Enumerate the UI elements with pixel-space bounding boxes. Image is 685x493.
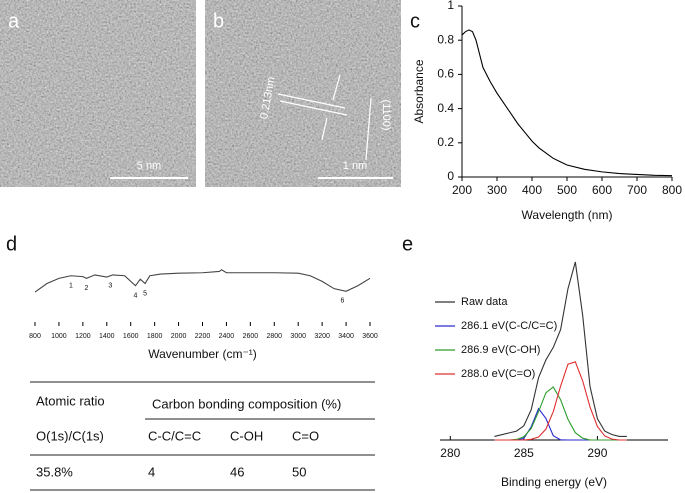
x-axis-label: Wavenumber (cm⁻¹) bbox=[148, 347, 257, 361]
x-axis-label: Wavelength (nm) bbox=[522, 208, 613, 222]
x-tick-label: 280 bbox=[440, 446, 460, 460]
x-tick-label: 290 bbox=[587, 446, 607, 460]
x-tick-label: 600 bbox=[592, 183, 612, 197]
table: Atomic ratio Carbon bonding composition … bbox=[36, 393, 341, 479]
table-cell: C-OH bbox=[230, 428, 263, 443]
plane-label: (1100) bbox=[380, 100, 392, 131]
peak-annotation: 3 bbox=[108, 283, 112, 290]
data-line bbox=[34, 269, 371, 293]
table-cell: O(1s)/C(1s) bbox=[36, 428, 104, 443]
x-axis-label: Binding energy (eV) bbox=[501, 475, 607, 489]
tem-texture bbox=[0, 0, 196, 187]
panel-label: c bbox=[410, 10, 420, 32]
x-tick-label: 800 bbox=[662, 183, 682, 197]
panel-label: d bbox=[6, 233, 17, 255]
x-tick-label: 2200 bbox=[195, 333, 211, 340]
peak-annotation: 4 bbox=[134, 292, 138, 299]
legend-label: 288.0 eV(C=O) bbox=[461, 368, 535, 380]
data-line bbox=[494, 261, 627, 437]
lattice-marker bbox=[277, 74, 372, 161]
y-tick-label: 0.2 bbox=[437, 135, 454, 149]
x-tick-label: 1000 bbox=[51, 333, 67, 340]
x-tick-label: 3400 bbox=[338, 333, 354, 340]
scale-bar-label: 5 nm bbox=[137, 160, 161, 172]
x-tick-label: 1200 bbox=[75, 333, 91, 340]
x-tick-label: 2600 bbox=[243, 333, 259, 340]
data-line bbox=[494, 361, 627, 441]
x-tick-label: 200 bbox=[452, 183, 472, 197]
x-tick-label: 1800 bbox=[147, 333, 163, 340]
x-tick-label: 3200 bbox=[314, 333, 330, 340]
table-cell: 35.8% bbox=[36, 464, 73, 479]
panel-label: a bbox=[8, 10, 20, 32]
table-header: Atomic ratio bbox=[36, 393, 105, 408]
peak-annotation: 6 bbox=[341, 297, 345, 304]
x-tick-label: 1400 bbox=[99, 333, 115, 340]
data-line bbox=[494, 407, 627, 441]
x-tick-label: 2400 bbox=[219, 333, 235, 340]
x-tick-label: 3000 bbox=[290, 333, 306, 340]
y-tick-label: 0.6 bbox=[437, 67, 454, 81]
legend-label: 286.1 eV(C-C/C=C) bbox=[461, 320, 557, 332]
table-cell: 50 bbox=[292, 464, 306, 479]
tem-texture bbox=[205, 0, 401, 187]
x-tick-label: 800 bbox=[29, 333, 41, 340]
peak-annotation: 2 bbox=[84, 285, 88, 292]
x-tick-label: 1600 bbox=[123, 333, 139, 340]
data-line bbox=[461, 29, 673, 177]
table-cell: C-C/C=C bbox=[148, 428, 201, 443]
legend-label: Raw data bbox=[461, 296, 508, 308]
peak-annotation: 1 bbox=[69, 283, 73, 290]
y-axis-label: Absorbance bbox=[412, 59, 426, 123]
x-tick-label: 500 bbox=[557, 183, 577, 197]
table-rules bbox=[30, 381, 375, 491]
y-tick-label: 0.4 bbox=[437, 101, 454, 115]
x-tick-label: 400 bbox=[522, 183, 542, 197]
table-header: Carbon bonding composition (%) bbox=[152, 396, 341, 411]
legend-label: 286.9 eV(C-OH) bbox=[461, 344, 540, 356]
peak-annotation: 5 bbox=[143, 290, 147, 297]
x-tick-label: 2800 bbox=[266, 333, 282, 340]
x-tick-label: 700 bbox=[627, 183, 647, 197]
table-cell: C=O bbox=[292, 428, 319, 443]
scale-bar-label: 1 nm bbox=[343, 160, 367, 172]
x-tick-label: 285 bbox=[514, 446, 534, 460]
x-tick-label: 3600 bbox=[362, 333, 378, 340]
y-tick-label: 1 bbox=[447, 0, 454, 12]
panel-label: e bbox=[402, 233, 413, 255]
table-cell: 4 bbox=[148, 464, 155, 479]
x-tick-label: 2000 bbox=[171, 333, 187, 340]
y-tick-label: 0 bbox=[447, 169, 454, 183]
panel-label: b bbox=[213, 10, 224, 32]
table-cell: 46 bbox=[230, 464, 244, 479]
y-tick-label: 0.8 bbox=[437, 32, 454, 46]
x-tick-label: 300 bbox=[487, 183, 507, 197]
